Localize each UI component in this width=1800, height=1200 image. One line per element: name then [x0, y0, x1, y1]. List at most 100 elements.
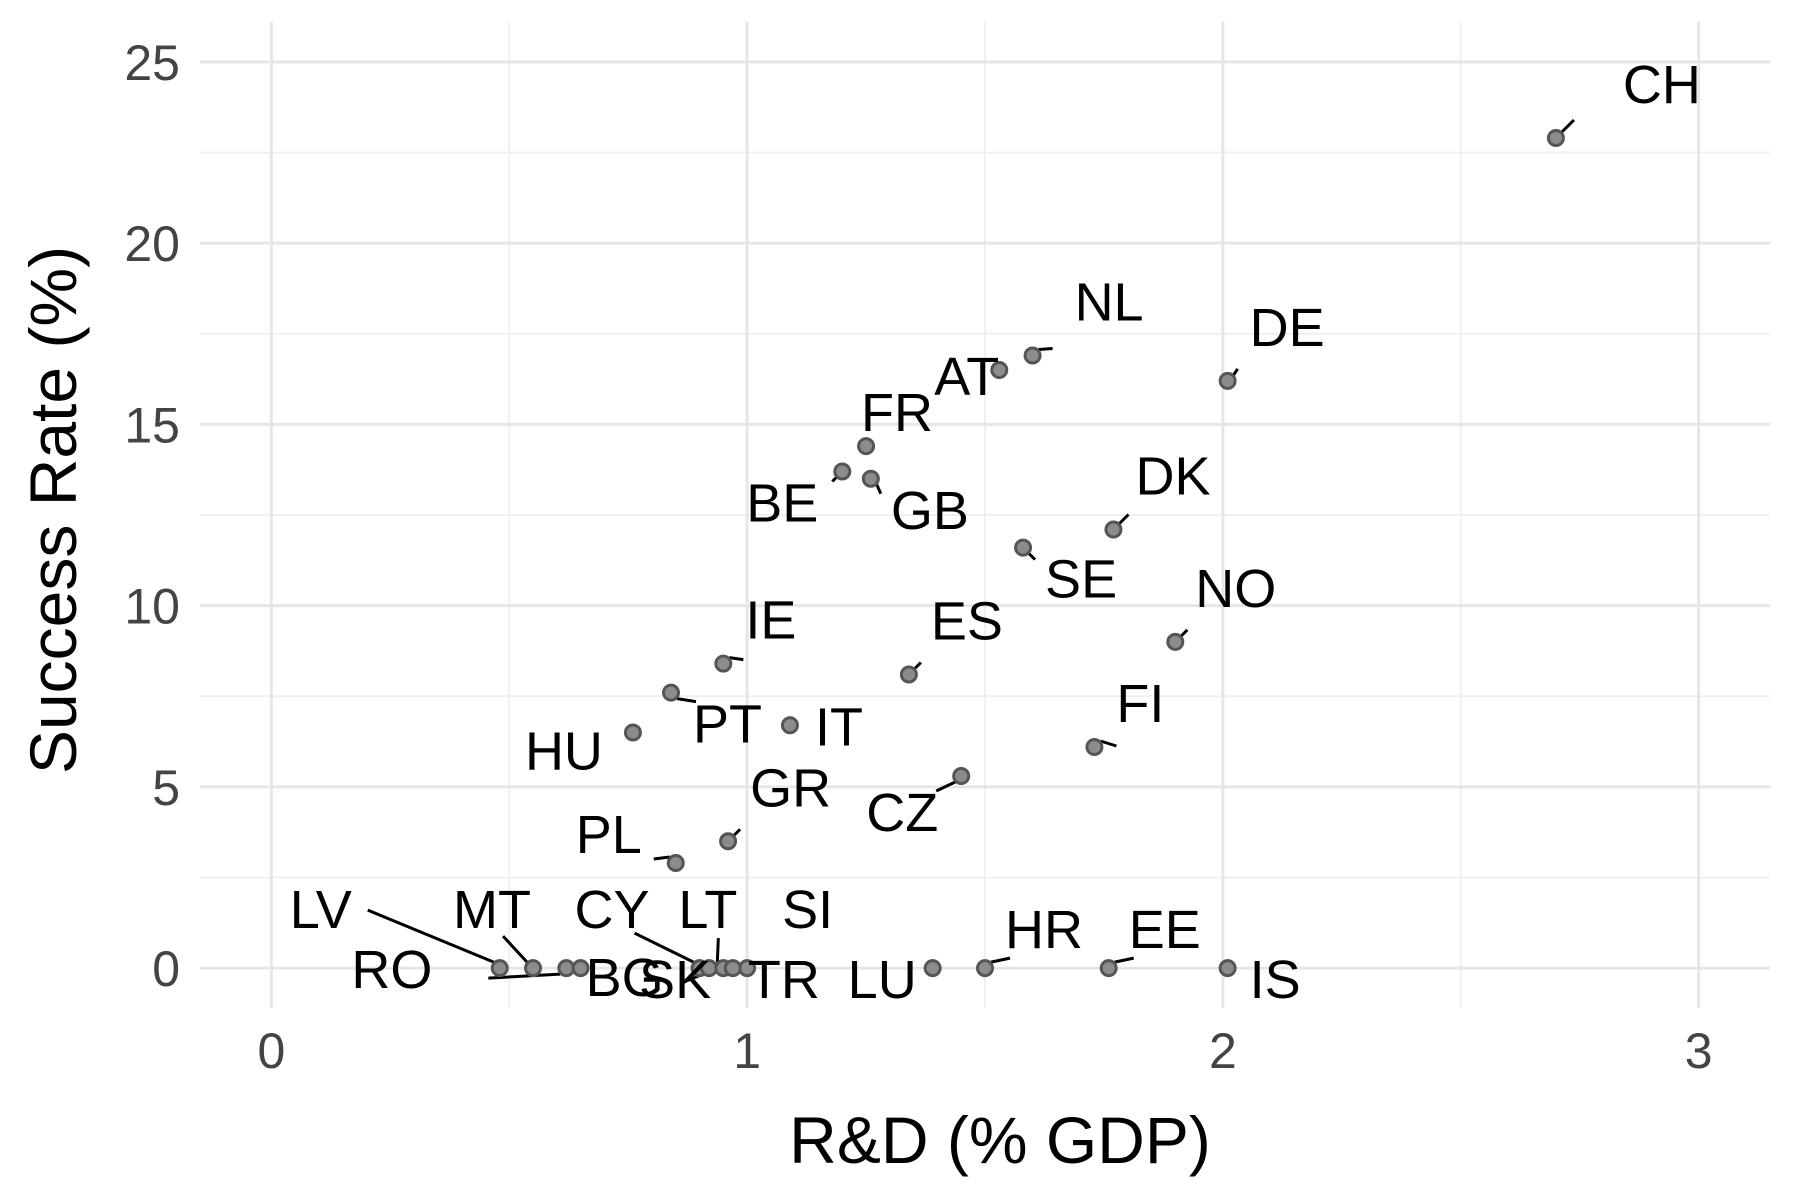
point-gr: [719, 832, 738, 851]
label-leader-line: [1180, 628, 1189, 637]
y-tick-label: 5: [152, 760, 180, 816]
label-leader-line: [676, 697, 697, 704]
point-label-tr: TR: [748, 950, 820, 1010]
label-leaders: [367, 118, 1575, 985]
point-de: [1218, 371, 1237, 390]
point-hr: [976, 959, 994, 978]
point-lu: [923, 959, 942, 978]
label-leader-line: [729, 656, 744, 662]
point-nl: [1023, 346, 1042, 365]
point-ro: [557, 959, 576, 978]
point-label-ee: EE: [1129, 900, 1201, 960]
point-label-pt: PT: [693, 695, 762, 755]
y-tick-label: 10: [124, 579, 180, 635]
y-tick-label: 25: [124, 35, 180, 91]
point-fr: [857, 437, 876, 456]
point-is: [1218, 959, 1237, 978]
label-leader-line: [1099, 739, 1117, 748]
label-leader-line: [633, 931, 695, 964]
x-axis-title: R&D (% GDP): [789, 1103, 1211, 1177]
point-fi: [1085, 738, 1104, 756]
point-label-lv: LV: [290, 880, 352, 940]
point-label-es: ES: [931, 592, 1003, 652]
point-label-se: SE: [1045, 550, 1117, 610]
label-leader-line: [715, 938, 720, 963]
point-label-fi: FI: [1116, 674, 1164, 734]
label-leader-line: [488, 972, 561, 980]
y-axis-title: Success Rate (%): [16, 246, 90, 774]
point-label-cy: CY: [575, 880, 650, 940]
x-tick-label: 1: [733, 1023, 761, 1079]
label-leader-line: [733, 828, 742, 837]
label-leader-line: [367, 908, 495, 964]
label-leader-line: [1027, 552, 1037, 561]
point-hu: [623, 723, 642, 742]
point-ee: [1099, 959, 1118, 978]
point-label-hr: HR: [1005, 900, 1083, 960]
point-ch: [1546, 129, 1565, 147]
point-ie: [714, 654, 733, 673]
y-tick-label: 0: [152, 941, 180, 997]
point-at: [990, 361, 1009, 379]
point-tr: [723, 959, 742, 978]
point-gb: [861, 469, 880, 488]
point-label-sk: SK: [639, 950, 711, 1010]
point-label-lu: LU: [848, 950, 917, 1010]
point-label-pl: PL: [576, 805, 642, 865]
point-label-nl: NL: [1075, 273, 1144, 333]
point-label-lt: LT: [678, 880, 737, 940]
label-leader-line: [1560, 118, 1575, 134]
point-label-hu: HU: [525, 722, 603, 782]
point-label-gb: GB: [891, 481, 969, 541]
label-leader-line: [1114, 956, 1135, 964]
point-label-fr: FR: [861, 383, 933, 443]
label-leader-line: [831, 476, 838, 483]
point-label-de: DE: [1250, 298, 1325, 358]
point-label-is: IS: [1250, 950, 1301, 1010]
point-bg: [571, 959, 590, 978]
x-tick-label: 0: [257, 1023, 285, 1079]
label-leader-line: [1232, 368, 1239, 376]
point-mt: [524, 959, 543, 978]
label-leader-line: [935, 780, 956, 793]
point-pl: [666, 854, 685, 872]
point-label-it: IT: [815, 697, 863, 757]
point-label-si: SI: [782, 880, 833, 940]
point-dk: [1104, 520, 1123, 539]
point-label-bg: BG: [586, 948, 664, 1008]
point-se: [1014, 538, 1033, 557]
point-cz: [952, 767, 971, 785]
label-leader-line: [1118, 513, 1130, 525]
point-no: [1166, 632, 1185, 651]
point-label-no: NO: [1195, 559, 1276, 619]
point-label-cz: CZ: [866, 783, 938, 843]
point-label-at: AT: [934, 347, 999, 407]
point-be: [833, 462, 852, 481]
data-points: [490, 129, 1565, 978]
point-it: [780, 716, 799, 735]
point-label-gr: GR: [750, 758, 831, 818]
tick-labels: 0 1 2 3 0 5 10 15 20 25: [124, 35, 1712, 1079]
label-leader-line: [1038, 347, 1053, 351]
x-tick-label: 2: [1209, 1023, 1237, 1079]
label-leader-line: [501, 935, 529, 964]
label-leader-line: [913, 661, 922, 670]
point-label-ie: IE: [745, 591, 796, 651]
point-pt: [662, 683, 680, 702]
label-leader-line: [990, 956, 1011, 964]
point-label-be: BE: [746, 474, 818, 534]
point-label-mt: MT: [453, 880, 531, 940]
grid: [200, 22, 1770, 1008]
y-tick-label: 20: [124, 216, 180, 272]
point-es: [899, 665, 918, 684]
label-leader-line: [653, 855, 670, 861]
x-tick-label: 3: [1685, 1023, 1713, 1079]
label-leader-line: [875, 484, 883, 495]
y-tick-label: 15: [124, 397, 180, 453]
point-label-ro: RO: [351, 940, 432, 1000]
point-lv: [490, 959, 509, 978]
point-label-ch: CH: [1623, 55, 1701, 115]
point-label-dk: DK: [1135, 447, 1210, 507]
